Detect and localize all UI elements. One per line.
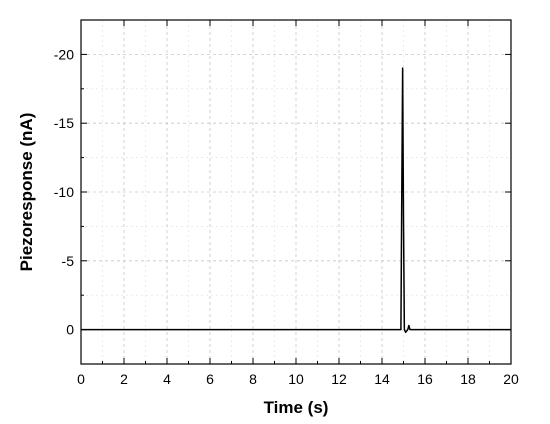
series-line — [81, 67, 511, 334]
x-tick-label: 8 — [249, 371, 257, 387]
x-tick-label: 0 — [77, 371, 85, 387]
series-layer — [81, 67, 511, 334]
x-tick-label: 6 — [206, 371, 214, 387]
x-axis: 0 2 4 6 8 10 12 14 16 18 20 — [77, 20, 519, 387]
y-tick-label: -20 — [54, 46, 74, 62]
y-axis-title: Piezoresponse (nA) — [17, 113, 36, 272]
x-axis-title: Time (s) — [264, 398, 329, 417]
y-tick-label: -5 — [62, 253, 75, 269]
y-tick-label: -10 — [54, 184, 74, 200]
x-tick-label: 10 — [288, 371, 304, 387]
x-tick-label: 12 — [331, 371, 347, 387]
x-tick-label: 20 — [503, 371, 519, 387]
x-tick-label: 4 — [163, 371, 171, 387]
x-tick-label: 14 — [374, 371, 390, 387]
x-tick-label: 18 — [460, 371, 476, 387]
x-tick-label: 2 — [120, 371, 128, 387]
y-axis: 0 -5 -10 -15 -20 — [54, 19, 511, 365]
x-tick-label: 16 — [417, 371, 433, 387]
grid — [81, 19, 511, 365]
y-tick-label: -15 — [54, 115, 74, 131]
y-tick-label: 0 — [66, 322, 74, 338]
